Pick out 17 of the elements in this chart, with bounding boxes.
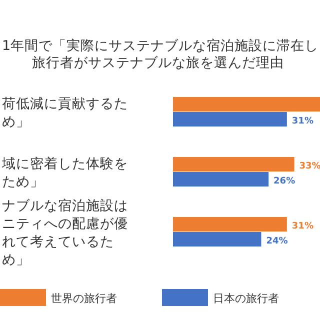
chart-subtitle: 旅行者がサステナブルな旅を選んだ理由 (32, 55, 284, 71)
y-tick-label: ナブルな宿泊施設はニティへの配慮が優れて考えているため」 (2, 196, 129, 268)
legend-label: 日本の旅行者 (213, 292, 279, 305)
legend-label: 世界の旅行者 (51, 292, 117, 305)
chart-title: 1年間で「実際にサステナブルな宿泊施設に滞在し (2, 38, 319, 54)
data-label: 26% (274, 176, 296, 186)
bar (173, 232, 262, 246)
bar (173, 112, 287, 126)
bar (173, 172, 269, 186)
data-label: 31% (292, 116, 314, 126)
data-label: 31% (292, 221, 314, 232)
bar (173, 217, 287, 232)
y-tick-label: 域に密着した体験をため」 (2, 154, 129, 190)
bar (173, 157, 294, 172)
y-tick-label: 荷低減に貢献するため」 (2, 94, 129, 130)
bar (173, 97, 320, 112)
data-label: 24% (266, 236, 288, 246)
